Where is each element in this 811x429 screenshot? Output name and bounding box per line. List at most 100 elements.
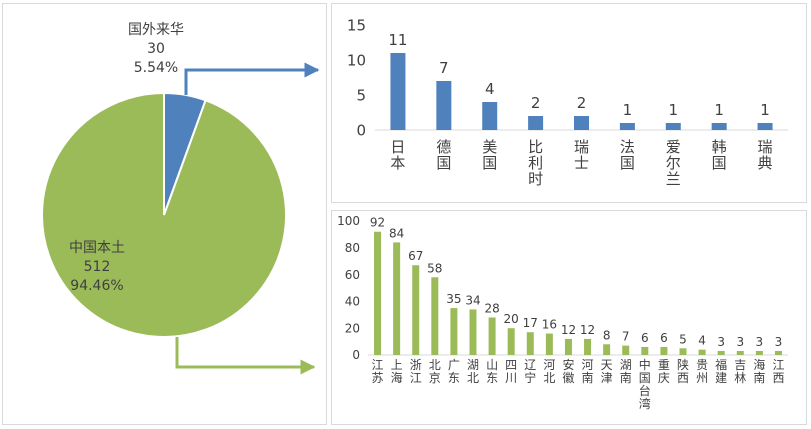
- domestic-y-tick-label: 40: [345, 295, 360, 309]
- foreign-value-label: 4: [485, 80, 495, 98]
- domestic-bar: [679, 348, 687, 355]
- foreign-category-label: 瑞典: [758, 138, 773, 172]
- domestic-category-label: 陕西: [677, 357, 689, 385]
- domestic-bar: [374, 231, 382, 355]
- domestic-bar: [660, 346, 668, 355]
- foreign-value-label: 11: [388, 31, 407, 49]
- foreign-value-label: 2: [531, 94, 541, 112]
- foreign-bar: [528, 116, 544, 130]
- domestic-y-tick-label: 0: [352, 348, 360, 362]
- domestic-value-label: 6: [641, 331, 649, 345]
- foreign-value-label: 1: [714, 101, 724, 119]
- foreign-value-label: 7: [439, 59, 449, 77]
- domestic-category-label: 广东: [448, 358, 460, 385]
- domestic-bar: [736, 350, 744, 355]
- foreign-bar-chart: 0 5 10 15 11 日本 7 德国 4 美国 2 比利时 2 瑞士 1 法国 1 爱尔兰 1 韩国 1 瑞典: [347, 16, 788, 188]
- foreign-bar: [390, 53, 406, 130]
- domestic-category-label: 海南: [753, 357, 765, 385]
- foreign-y-tick-label: 10: [347, 51, 366, 69]
- domestic-bar-panel: [331, 210, 807, 425]
- domestic-y-tick-label: 60: [345, 268, 360, 282]
- domestic-category-label: 湖南: [620, 357, 632, 385]
- domestic-value-label: 6: [660, 331, 668, 345]
- domestic-bar: [507, 328, 515, 355]
- foreign-y-tick-label: 15: [347, 16, 366, 34]
- domestic-category-label: 贵州: [696, 358, 708, 385]
- domestic-connector-arrow: [175, 337, 316, 375]
- domestic-bar: [641, 346, 649, 355]
- foreign-bar: [665, 123, 681, 130]
- domestic-bar: [584, 338, 592, 355]
- foreign-value-label: 2: [577, 94, 587, 112]
- foreign-category-label: 德国: [436, 138, 451, 172]
- pie-label-domestic-count: 512: [84, 259, 111, 275]
- foreign-category-label: 日本: [390, 138, 405, 172]
- foreign-bar-panel: [331, 3, 807, 203]
- foreign-bar: [436, 81, 452, 130]
- domestic-category-label: 北京: [429, 358, 441, 385]
- domestic-bar: [622, 345, 630, 355]
- domestic-category-label: 吉林: [734, 358, 746, 385]
- domestic-bar: [545, 333, 553, 355]
- domestic-bar: [774, 350, 782, 355]
- domestic-category-label: 福建: [715, 357, 727, 385]
- domestic-bar: [469, 309, 477, 355]
- pie-chart: [41, 91, 287, 338]
- foreign-category-label: 瑞士: [574, 138, 589, 172]
- domestic-bar: [431, 277, 439, 355]
- foreign-connector-arrow: [184, 62, 320, 95]
- domestic-value-label: 92: [370, 216, 385, 230]
- domestic-value-label: 7: [622, 330, 630, 344]
- domestic-category-label: 河南: [582, 358, 594, 385]
- domestic-value-label: 34: [465, 293, 480, 307]
- foreign-bar: [482, 102, 498, 130]
- foreign-bar: [757, 123, 773, 130]
- domestic-value-label: 67: [408, 249, 423, 263]
- domestic-value-label: 16: [542, 318, 557, 332]
- domestic-value-label: 3: [775, 335, 783, 349]
- domestic-value-label: 12: [561, 323, 576, 337]
- domestic-value-label: 3: [736, 335, 744, 349]
- domestic-bar: [564, 338, 572, 355]
- foreign-category-label: 爱尔兰: [666, 138, 681, 188]
- pie-label-foreign-count: 30: [147, 41, 165, 57]
- domestic-value-label: 20: [504, 312, 519, 326]
- domestic-value-label: 3: [756, 335, 764, 349]
- pie-label-domestic-name: 中国本土: [69, 240, 125, 256]
- domestic-bar: [412, 265, 420, 355]
- domestic-category-label: 江西: [772, 358, 784, 385]
- foreign-bar: [711, 123, 727, 130]
- foreign-category-label: 法国: [620, 138, 635, 172]
- domestic-category-label: 辽宁: [524, 358, 536, 385]
- domestic-bar: [717, 350, 725, 355]
- pie-label-domestic-percent: 94.46%: [70, 278, 123, 294]
- domestic-value-label: 12: [580, 323, 595, 337]
- domestic-category-label: 安徽: [562, 357, 574, 385]
- domestic-value-label: 84: [389, 226, 404, 240]
- domestic-value-label: 58: [427, 261, 442, 275]
- domestic-bar: [488, 317, 496, 355]
- domestic-category-label: 河北: [543, 358, 555, 385]
- foreign-category-label: 比利时: [528, 138, 543, 188]
- domestic-bar: [526, 332, 534, 355]
- foreign-value-label: 1: [623, 101, 633, 119]
- foreign-y-tick-label: 0: [356, 121, 366, 139]
- domestic-value-label: 17: [523, 316, 538, 330]
- domestic-value-label: 4: [698, 334, 706, 348]
- foreign-y-tick-label: 5: [356, 86, 366, 104]
- domestic-category-label: 中国台湾: [639, 357, 651, 411]
- domestic-category-label: 浙江: [410, 358, 422, 385]
- domestic-category-label: 江苏: [372, 358, 384, 385]
- domestic-bar: [698, 349, 706, 355]
- domestic-bar: [393, 242, 401, 355]
- foreign-value-label: 1: [669, 101, 679, 119]
- domestic-bar: [450, 308, 458, 355]
- domestic-y-tick-label: 20: [345, 321, 360, 335]
- domestic-value-label: 35: [446, 292, 461, 306]
- foreign-category-label: 韩国: [712, 138, 727, 172]
- domestic-value-label: 5: [679, 332, 687, 346]
- pie-label-foreign-name: 国外来华: [128, 22, 184, 38]
- domestic-category-label: 天津: [601, 358, 613, 385]
